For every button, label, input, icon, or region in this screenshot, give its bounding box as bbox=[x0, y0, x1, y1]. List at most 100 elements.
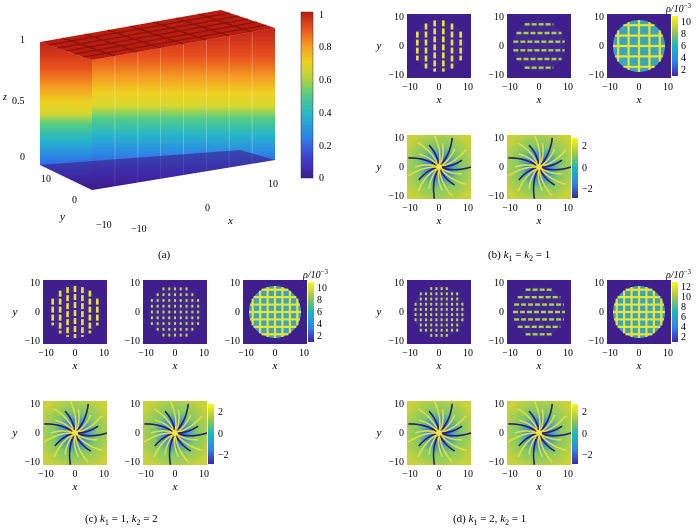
y-tick-label: −10 bbox=[124, 336, 140, 347]
surface-ridge bbox=[57, 15, 240, 49]
density-dot bbox=[191, 299, 194, 302]
panel-c-phase-2 bbox=[143, 400, 208, 465]
density-dot bbox=[456, 323, 459, 327]
density-dot bbox=[440, 313, 443, 316]
density-dot bbox=[174, 293, 176, 297]
b-phase-tick: 2 bbox=[582, 141, 587, 152]
x-tick-label: 0 bbox=[437, 348, 442, 359]
panel-d-density-2 bbox=[507, 280, 571, 344]
c-phase-tick: 2 bbox=[218, 407, 223, 418]
y-tick-label: −10 bbox=[488, 336, 504, 347]
density-dot bbox=[156, 299, 159, 302]
density-dot bbox=[414, 318, 417, 322]
density-dot bbox=[168, 293, 171, 297]
caption-d: (d) k1 = 2, k2 = 1 bbox=[453, 513, 526, 527]
x-tick-label: −10 bbox=[502, 469, 518, 480]
density-dot bbox=[456, 292, 459, 296]
density-dot bbox=[456, 302, 459, 306]
y-tick-label: −10 bbox=[24, 336, 40, 347]
x-tick-label: 10 bbox=[99, 469, 109, 480]
a-x-tick-m10: −10 bbox=[131, 224, 147, 235]
c-phase-tick: −2 bbox=[218, 450, 229, 461]
x-tick-label: 0 bbox=[173, 469, 178, 480]
density-dot bbox=[179, 316, 182, 320]
density-dot bbox=[456, 308, 459, 311]
density-dot bbox=[150, 310, 153, 314]
y-tick-label: 10 bbox=[494, 133, 504, 144]
surface-ridges bbox=[48, 12, 267, 58]
density-dot bbox=[191, 327, 194, 331]
density-dot bbox=[179, 299, 182, 302]
phase-core bbox=[536, 430, 542, 436]
a-cbar-tick: 1 bbox=[319, 10, 324, 21]
density-dot bbox=[456, 297, 459, 301]
density-dot bbox=[430, 302, 433, 306]
d-density-title: ρ/10−3 bbox=[665, 268, 692, 281]
a-y-tick-m10: −10 bbox=[96, 220, 112, 231]
y-tick-label: 10 bbox=[30, 278, 40, 289]
density-dot bbox=[425, 323, 427, 327]
density-dot bbox=[162, 299, 165, 302]
y-tick-label: 0 bbox=[499, 41, 504, 52]
y-tick-label: 0 bbox=[35, 307, 40, 318]
density-dot bbox=[451, 292, 453, 296]
x-tick-label: 10 bbox=[563, 203, 573, 214]
density-dot bbox=[179, 287, 182, 291]
a-cbar-tick: 0 bbox=[319, 173, 324, 184]
c-density-tick: 8 bbox=[317, 295, 322, 306]
density-dot bbox=[461, 308, 464, 311]
x-axis-label: x bbox=[72, 481, 78, 493]
density-dot bbox=[150, 316, 153, 320]
density-dot bbox=[185, 310, 188, 314]
x-tick-label: 0 bbox=[537, 82, 542, 93]
panel-d-density-3 bbox=[607, 280, 671, 344]
x-axis-label: x bbox=[436, 94, 442, 106]
d-density-tick: 6 bbox=[681, 312, 686, 323]
density-dot bbox=[425, 313, 427, 316]
density-dot bbox=[168, 304, 171, 308]
x-tick-label: 10 bbox=[99, 348, 109, 359]
phase-core bbox=[436, 430, 442, 436]
density-dot bbox=[445, 328, 448, 332]
x-tick-label: −10 bbox=[402, 348, 418, 359]
density-dot bbox=[168, 316, 171, 320]
density-dot bbox=[430, 323, 433, 327]
panel-b-density-3 bbox=[607, 14, 671, 78]
b-density-tick: 4 bbox=[681, 53, 686, 64]
density-dot bbox=[162, 316, 165, 320]
x-tick-label: 10 bbox=[463, 469, 473, 480]
y-tick-label: 0 bbox=[499, 307, 504, 318]
x-tick-label: 0 bbox=[437, 469, 442, 480]
density-dot bbox=[456, 328, 459, 332]
density-dot bbox=[174, 310, 176, 314]
y-axis-label: y bbox=[12, 306, 18, 318]
y-tick-label: −10 bbox=[224, 336, 240, 347]
density-dot bbox=[156, 316, 159, 320]
density-dot bbox=[150, 304, 153, 308]
c-phase-tick: 0 bbox=[218, 429, 223, 440]
density-dot bbox=[456, 313, 459, 316]
x-tick-label: 10 bbox=[563, 348, 573, 359]
density-dot bbox=[168, 287, 171, 291]
density-dot bbox=[445, 323, 448, 327]
density-dot bbox=[425, 308, 427, 311]
x-axis-label: x bbox=[436, 215, 442, 227]
caption-a: (a) bbox=[158, 249, 171, 261]
density-dot bbox=[430, 318, 433, 322]
panel-b-density-1 bbox=[407, 14, 471, 78]
panel-b-density-2 bbox=[507, 14, 571, 78]
y-tick-label: −10 bbox=[588, 336, 604, 347]
x-axis-label: x bbox=[536, 360, 542, 372]
density-dot bbox=[430, 297, 433, 301]
x-tick-label: 0 bbox=[437, 82, 442, 93]
density-dot bbox=[425, 318, 427, 322]
density-dot bbox=[440, 318, 443, 322]
density-disk bbox=[513, 20, 565, 72]
a-y-label: y bbox=[59, 211, 65, 223]
c-density-tick: 6 bbox=[317, 307, 322, 318]
a-cbar-tick: 0.4 bbox=[319, 108, 332, 119]
a-colorbar-ticks: 1 0.8 0.6 0.4 0.2 0 bbox=[319, 10, 332, 184]
phase-core bbox=[72, 430, 78, 436]
density-dot bbox=[435, 334, 438, 337]
